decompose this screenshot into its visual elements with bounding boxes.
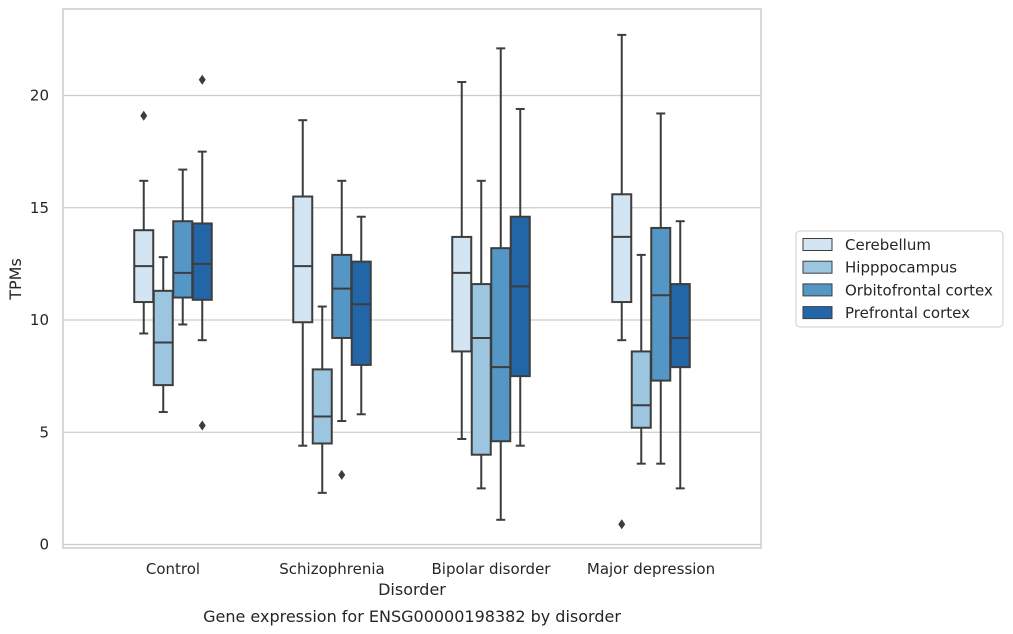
y-tick-label: 15 [30, 199, 49, 217]
x-axis-label: Disorder [378, 580, 446, 599]
outlier-point [618, 519, 626, 530]
box-prefrontal-cortex [350, 215, 372, 416]
box-iqr [292, 195, 314, 324]
outlier-point [198, 74, 206, 85]
y-tick-label: 5 [39, 423, 49, 441]
box-cerebellum [292, 119, 314, 447]
box-iqr [331, 253, 353, 339]
y-tick-label: 20 [30, 87, 49, 105]
x-tick-labels: Control Schizophrenia Bipolar disorder Majo… [146, 560, 715, 578]
box-orbitofrontal-cortex [172, 168, 194, 326]
box-iqr [451, 235, 473, 353]
box-cerebellum [133, 110, 155, 335]
box-prefrontal-cortex [191, 74, 213, 431]
box-iqr [470, 283, 492, 456]
box-iqr [669, 283, 691, 369]
legend-label: Prefrontal cortex [845, 304, 970, 322]
y-tick-label: 0 [39, 536, 49, 554]
box-iqr [152, 289, 174, 387]
y-tick-labels: 0 5 10 15 20 [30, 87, 49, 554]
box-iqr [191, 222, 213, 301]
legend-label: Hipppocampus [845, 259, 957, 277]
legend-swatch [802, 283, 833, 297]
box-iqr [350, 260, 372, 366]
box-iqr [650, 226, 672, 382]
box-hipppocampus [630, 253, 652, 465]
legend-swatch [802, 306, 833, 320]
x-tick-label: Schizophrenia [279, 560, 384, 578]
box-series-group [133, 33, 691, 530]
legend-swatch [802, 260, 833, 274]
box-orbitofrontal-cortex [650, 112, 672, 465]
y-tick-label: 10 [30, 311, 49, 329]
outlier-point [198, 420, 206, 431]
box-prefrontal-cortex [509, 107, 531, 447]
box-cerebellum [611, 33, 633, 530]
legend-swatch [802, 238, 833, 251]
box-iqr [509, 215, 531, 378]
box-iqr [172, 220, 194, 299]
box-hipppocampus [311, 305, 333, 494]
y-axis-label: TPMs [6, 258, 25, 301]
outlier-point [338, 469, 346, 480]
figure-caption: Gene expression for ENSG00000198382 by d… [203, 607, 621, 626]
x-tick-label: Control [146, 560, 200, 578]
legend: Cerebellum Hipppocampus Orbitofrontal cort… [795, 230, 1004, 328]
box-cerebellum [451, 81, 473, 440]
x-tick-label: Bipolar disorder [432, 560, 552, 578]
box-iqr [311, 368, 333, 445]
legend-label: Cerebellum [845, 236, 931, 254]
x-tick-label: Major depression [587, 560, 715, 578]
box-iqr [490, 247, 512, 443]
grid-lines [63, 94, 761, 546]
legend-label: Orbitofrontal cortex [845, 281, 993, 299]
box-prefrontal-cortex [669, 220, 691, 490]
box-orbitofrontal-cortex [331, 179, 353, 480]
box-hipppocampus [152, 256, 174, 414]
outlier-point [140, 110, 148, 121]
legend-frame [795, 230, 1004, 328]
box-iqr [611, 193, 633, 304]
plot-frame [62, 8, 762, 549]
box-iqr [630, 350, 652, 429]
